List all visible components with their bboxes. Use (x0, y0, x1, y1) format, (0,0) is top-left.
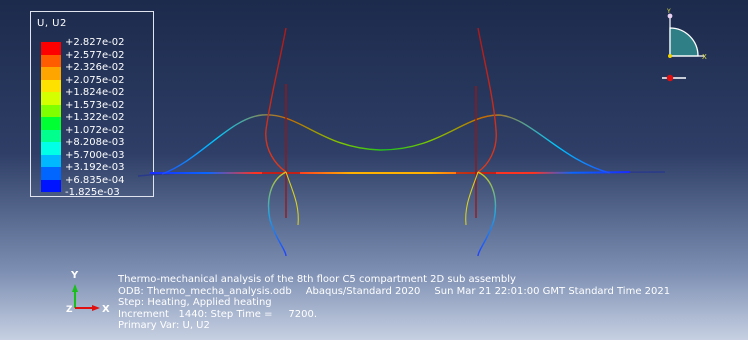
legend-swatch (41, 104, 61, 117)
legend-swatch (41, 129, 61, 142)
odb-file: ODB: Thermo_mecha_analysis.odb (118, 285, 292, 297)
right-column-upper (477, 27, 497, 173)
legend-label: +1.072e-02 (65, 124, 125, 136)
timestamp: Sun Mar 21 22:01:00 GMT Standard Time 20… (434, 285, 671, 297)
right-column-lower-2 (465, 171, 479, 226)
legend-swatch (41, 67, 61, 80)
legend-swatch (41, 42, 61, 55)
legend-swatch (41, 142, 61, 155)
triad-quadrant (669, 27, 699, 57)
view-triad: Y X (662, 8, 707, 82)
legend-label: +1.322e-02 (65, 112, 125, 123)
legend-label: +2.075e-02 (65, 74, 125, 86)
left-column-lower (267, 171, 287, 257)
global-x-label: X (102, 304, 110, 315)
odb-line: ODB: Thermo_mecha_analysis.odb Abaqus/Sta… (118, 286, 684, 298)
legend-label: +6.835e-04 (65, 174, 125, 186)
legend-swatch (41, 79, 61, 92)
legend-swatch (41, 117, 61, 130)
beam-deformed-color (150, 171, 631, 175)
triad-y-label: Y (666, 8, 671, 15)
model-title: Thermo-mechanical analysis of the 8th fl… (118, 274, 516, 285)
legend-label: +8.208e-03 (65, 137, 125, 148)
solver-version: Abaqus/Standard 2020 (305, 285, 421, 297)
legend-label: +5.700e-03 (65, 149, 125, 161)
increment-line: Increment 1440: Step Time = 7200. (118, 308, 318, 320)
legend-label: -1.825e-03 (65, 187, 120, 198)
step-line: Step: Heating, Applied heating (118, 297, 272, 308)
viewport-info-text: Thermo-mechanical analysis of the 8th fl… (118, 274, 684, 332)
legend-label: +2.577e-02 (65, 49, 125, 61)
legend-label: +2.827e-02 (65, 37, 125, 48)
legend-label: +1.824e-02 (65, 87, 125, 98)
left-column-lower-2 (285, 171, 299, 226)
slab-arc (161, 114, 611, 175)
right-column-lower (477, 171, 497, 257)
global-axes-triad: Y Z X (66, 270, 110, 315)
contour-legend: U, U2 +2.827e-02 +2.577e-02 +2.326e-02 +2.0… (30, 11, 154, 198)
legend-swatch (41, 92, 61, 105)
legend-color-bar (41, 42, 61, 192)
legend-title: U, U2 (37, 18, 67, 29)
global-y-label: Y (70, 270, 79, 281)
left-column-upper (265, 27, 287, 173)
legend-swatch (41, 179, 61, 192)
legend-swatch (41, 167, 61, 180)
legend-label: +1.573e-02 (65, 99, 125, 111)
triad-x-label: X (702, 53, 707, 61)
primary-var-line: Primary Var: U, U2 (118, 320, 210, 331)
legend-label: +2.326e-02 (65, 62, 125, 73)
global-z-label: Z (66, 305, 73, 315)
legend-label: +3.192e-03 (65, 162, 125, 173)
legend-swatch (41, 154, 61, 167)
legend-swatch (41, 54, 61, 67)
